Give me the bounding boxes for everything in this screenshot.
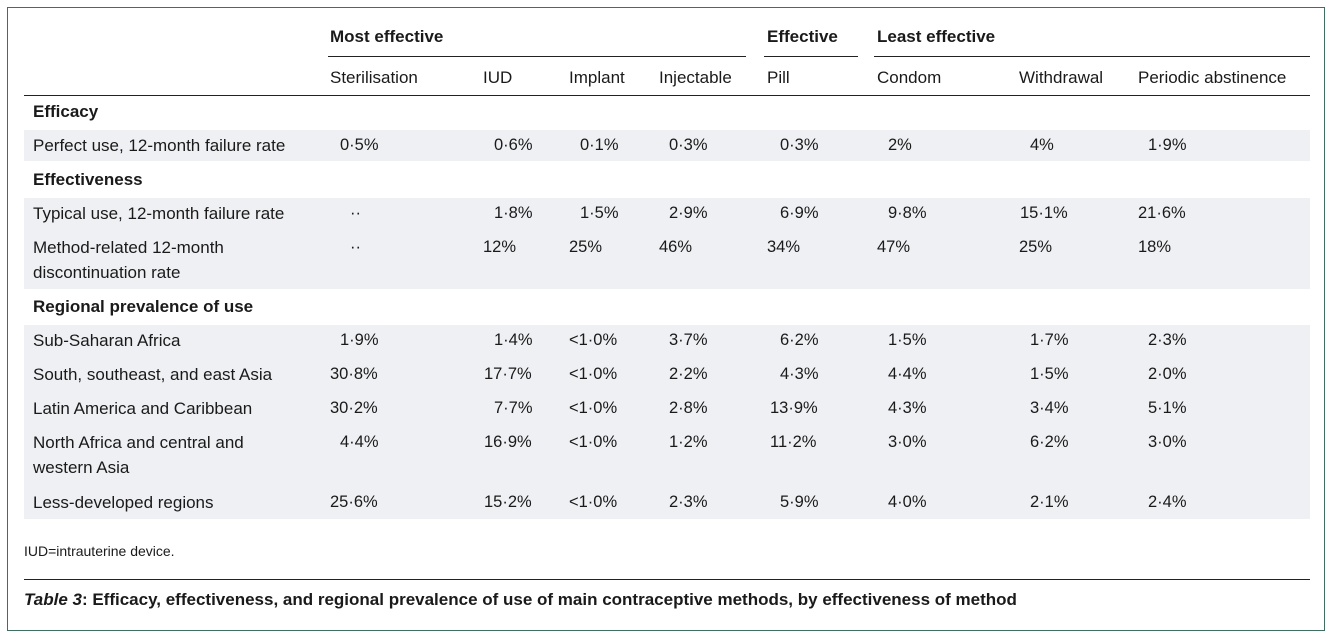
group-rule-most-effective xyxy=(328,56,746,57)
row-label: Latin America and Caribbean xyxy=(33,399,253,418)
group-rule-least-effective xyxy=(874,56,1310,57)
table-cell: 3·0% xyxy=(1148,433,1187,451)
table-cell: 0·6% xyxy=(494,136,533,154)
table-cell: 25% xyxy=(569,238,603,256)
column-header-withdrawal: Withdrawal xyxy=(1019,68,1104,87)
column-header-periodic-abstinence: Periodic abstinence xyxy=(1138,68,1287,87)
row-label: Perfect use, 12-month failure rate xyxy=(33,136,286,155)
table-cell: 46% xyxy=(659,238,693,256)
table-cell: ·· xyxy=(350,204,361,222)
table-cell: 21·6% xyxy=(1138,204,1186,222)
table-cell: <1·0% xyxy=(569,399,618,417)
table-cell: 9·8% xyxy=(888,204,927,222)
table-cell: 1·7% xyxy=(1030,331,1069,349)
table-cell: 4·4% xyxy=(888,365,927,383)
row-background xyxy=(24,325,1310,519)
row-label: North Africa and central and western Asi… xyxy=(33,433,244,477)
table-cell: 1·5% xyxy=(888,331,927,349)
column-header-sterilisation: Sterilisation xyxy=(330,68,418,87)
table-cell: 12% xyxy=(483,238,517,256)
table-cell: 4·4% xyxy=(340,433,379,451)
table-cell: 0·1% xyxy=(580,136,619,154)
row-label: Method-related 12-month discontinuation … xyxy=(33,238,224,282)
table-cell: 1·9% xyxy=(1148,136,1187,154)
row-background xyxy=(24,198,1310,289)
row-label: Typical use, 12-month failure rate xyxy=(33,204,285,223)
group-header-effective: Effective xyxy=(767,27,838,46)
column-header-condom: Condom xyxy=(877,68,942,87)
table-cell: 7·7% xyxy=(494,399,533,417)
table-cell: 47% xyxy=(877,238,911,256)
table-cell: 1·2% xyxy=(669,433,708,451)
table-cell: 4·0% xyxy=(888,493,927,511)
row-label: South, southeast, and east Asia xyxy=(33,365,273,384)
caption-top-rule xyxy=(24,579,1310,580)
section-title-efficacy: Efficacy xyxy=(33,102,99,121)
table-cell: 13·9% xyxy=(770,399,818,417)
table-cell: 2·8% xyxy=(669,399,708,417)
table-cell: 2% xyxy=(888,136,912,154)
table-cell: 3·4% xyxy=(1030,399,1069,417)
table-cell: 0·3% xyxy=(669,136,708,154)
table-cell: 6·2% xyxy=(1030,433,1069,451)
group-header-most-effective: Most effective xyxy=(330,27,444,46)
table-cell: 0·5% xyxy=(340,136,379,154)
table-cell: 3·0% xyxy=(888,433,927,451)
table-cell: <1·0% xyxy=(569,433,618,451)
header-bottom-rule xyxy=(24,95,1310,96)
table-cell: 2·9% xyxy=(669,204,708,222)
table-cell: 2·1% xyxy=(1030,493,1069,511)
table-cell: 6·9% xyxy=(780,204,819,222)
caption-text: : Efficacy, effectiveness, and regional … xyxy=(81,590,1017,609)
table-cell: 1·5% xyxy=(1030,365,1069,383)
table-cell: 18% xyxy=(1138,238,1172,256)
table-cell: 0·3% xyxy=(780,136,819,154)
table-cell: 4·3% xyxy=(780,365,819,383)
table-caption: Table 3: Efficacy, effectiveness, and re… xyxy=(24,590,1017,610)
group-rule-effective xyxy=(764,56,858,57)
section-title-effectiveness: Effectiveness xyxy=(33,170,143,189)
row-label: Sub-Saharan Africa xyxy=(33,331,181,350)
table-cell: 2·2% xyxy=(669,365,708,383)
table-figure: Most effective Effective Least effective… xyxy=(7,7,1325,631)
table-cell: 34% xyxy=(767,238,801,256)
table-cell: <1·0% xyxy=(569,365,618,383)
table-cell: 25% xyxy=(1019,238,1053,256)
table-cell: 11·2% xyxy=(770,433,817,451)
table-cell: 4% xyxy=(1030,136,1054,154)
table-cell: 1·8% xyxy=(494,204,533,222)
table-cell: 5·9% xyxy=(780,493,819,511)
table-cell: 2·4% xyxy=(1148,493,1187,511)
table-cell: 17·7% xyxy=(484,365,532,383)
table-cell: 15·1% xyxy=(1020,204,1068,222)
table-cell: 16·9% xyxy=(484,433,532,451)
group-header-least-effective: Least effective xyxy=(877,27,996,46)
column-header-pill: Pill xyxy=(767,68,790,87)
table-cell: 25·6% xyxy=(330,493,378,511)
table-cell: 4·3% xyxy=(888,399,927,417)
table-cell: 15·2% xyxy=(484,493,532,511)
column-header-iud: IUD xyxy=(483,68,513,87)
column-header-implant: Implant xyxy=(569,68,625,87)
table-cell: 2·0% xyxy=(1148,365,1187,383)
table-cell: 30·2% xyxy=(330,399,378,417)
row-background xyxy=(24,130,1310,161)
table-footnote: IUD=intrauterine device. xyxy=(24,543,175,559)
table-cell: 1·4% xyxy=(494,331,533,349)
table-cell: <1·0% xyxy=(569,331,618,349)
table-cell: 3·7% xyxy=(669,331,708,349)
table-cell: 1·5% xyxy=(580,204,619,222)
table-cell: 30·8% xyxy=(330,365,378,383)
table-cell: 6·2% xyxy=(780,331,819,349)
table-cell: 2·3% xyxy=(1148,331,1187,349)
table-cell: ·· xyxy=(350,238,361,256)
table-cell: 5·1% xyxy=(1148,399,1187,417)
table-cell: 2·3% xyxy=(669,493,708,511)
caption-label: Table 3 xyxy=(24,590,82,609)
table-cell: <1·0% xyxy=(569,493,618,511)
table-cell: 1·9% xyxy=(340,331,379,349)
section-title-regional-prevalence: Regional prevalence of use xyxy=(33,297,254,316)
row-label: Less-developed regions xyxy=(33,493,214,512)
column-header-injectable: Injectable xyxy=(659,68,732,87)
